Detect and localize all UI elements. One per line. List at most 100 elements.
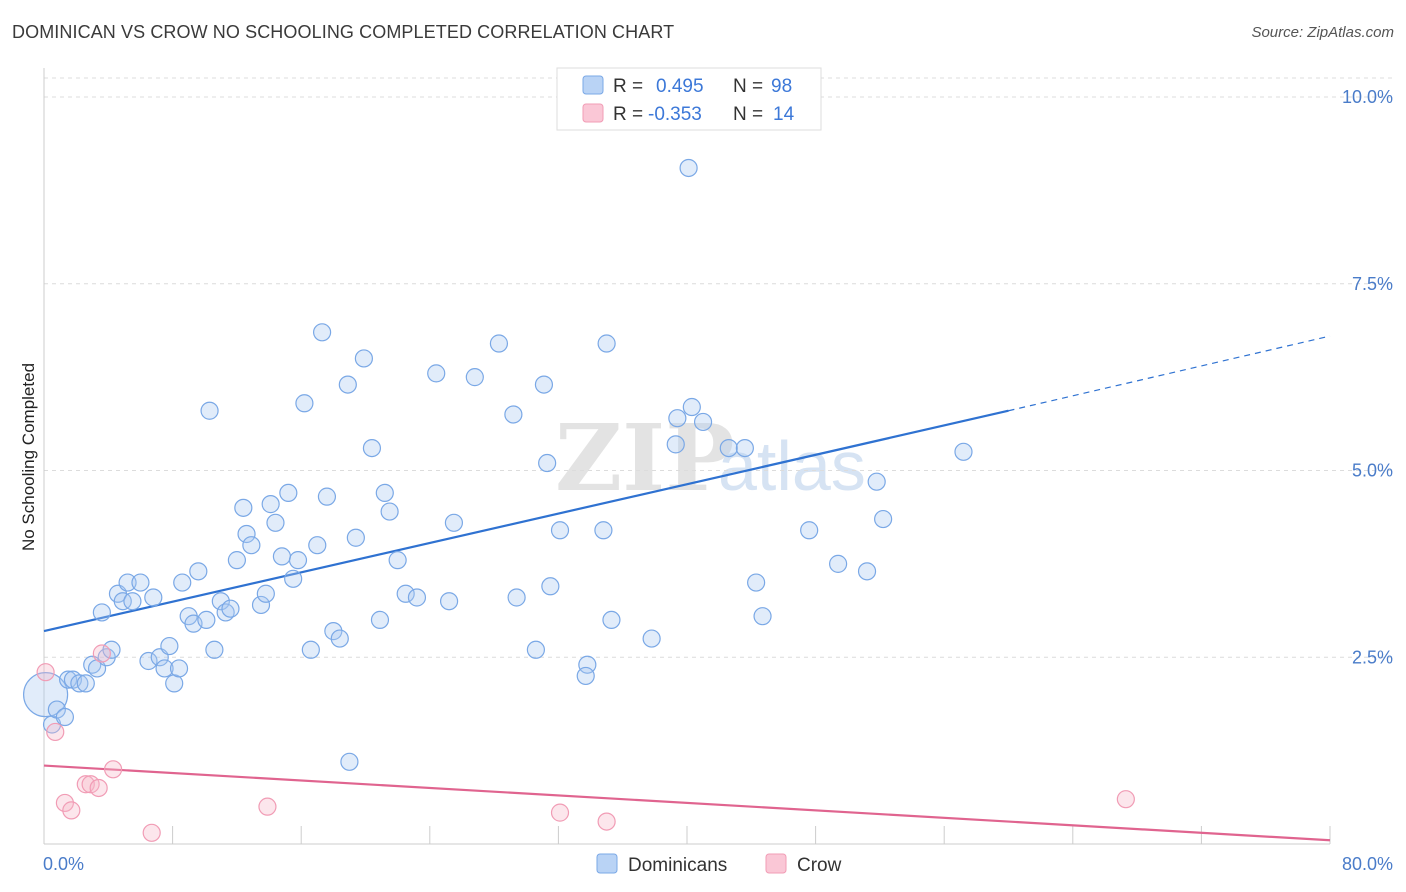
dominicans-point-84 (668, 409, 687, 428)
dominicans-point-62 (388, 551, 407, 570)
dominicans-point-16 (123, 592, 142, 611)
dominicans-point-56 (346, 528, 365, 547)
dominicans-point-4 (59, 670, 78, 689)
dominicans-point-52 (324, 622, 343, 641)
dominicans-point-55 (340, 752, 359, 771)
x-tick-label-max: 80.0% (1342, 854, 1393, 874)
dominicans-point-35 (227, 551, 246, 570)
gridlines (44, 77, 1393, 658)
dominicans-point-45 (284, 569, 303, 588)
dominicans-point-82 (642, 629, 661, 648)
dominicans-point-96 (874, 509, 893, 529)
dominicans-point-81 (602, 610, 621, 630)
dominicans-point-51 (317, 487, 337, 506)
dominicans-point-69 (489, 334, 509, 353)
y-tick-label-2: 7.5% (1352, 274, 1393, 294)
legend-n-label-2: N = (733, 104, 763, 125)
dominicans-point-18 (139, 651, 158, 671)
legend-r-value-2: -0.353 (648, 104, 702, 125)
legend-r-label-1: R = (613, 76, 643, 97)
dominicans-point-87 (693, 412, 713, 432)
source-credit: Source: ZipAtlas.com (1251, 24, 1394, 41)
dominicans-point-50 (312, 323, 332, 342)
dominicans-point-37 (237, 524, 256, 544)
dominicans-point-22 (160, 636, 179, 656)
dominicans-point-21 (155, 659, 174, 678)
dominicans-point-65 (427, 364, 446, 383)
dominicans-point-49 (308, 536, 327, 555)
dominicans-point-10 (92, 603, 111, 622)
y-tick-labels: 2.5% 5.0% 7.5% 10.0% (1342, 87, 1393, 667)
dominicans-point-93 (829, 554, 848, 573)
legend-n-value-2: 14 (773, 104, 795, 125)
axes (43, 68, 1331, 845)
legend-bottom-label-dominicans: Dominicans (628, 855, 727, 876)
dominicans-point-14 (113, 592, 132, 611)
dominicans-point-89 (735, 438, 754, 458)
dominicans-point-32 (211, 592, 230, 611)
dominicans-point-30 (200, 401, 219, 420)
dominicans-point-83 (666, 435, 685, 454)
dominicans-point-34 (221, 599, 240, 618)
dominicans-point-57 (354, 349, 373, 368)
dominicans-trend-line (43, 409, 1009, 633)
crow-point-3 (62, 801, 81, 820)
dominicans-point-91 (753, 607, 772, 626)
legend-stats: R = 0.495 N = 98 R = -0.353 N = 14 (556, 67, 822, 131)
dominicans-point-43 (272, 547, 292, 566)
dominicans-point-76 (550, 521, 570, 540)
dominicans-point-0 (23, 671, 69, 718)
dominicans-point-85 (679, 158, 698, 178)
crow-point-2 (55, 793, 74, 813)
dominicans-point-38 (242, 536, 261, 555)
crow-point-7 (92, 644, 111, 663)
dominicans-point-39 (251, 595, 271, 615)
dominicans-point-58 (362, 438, 382, 458)
dominicans-point-74 (538, 453, 557, 473)
crow-point-0 (36, 663, 55, 682)
dominicans-point-95 (867, 472, 886, 491)
dominicans-point-19 (144, 588, 163, 607)
legend-series: Dominicans Crow (596, 853, 842, 876)
x-tick-label-min: 0.0% (43, 854, 84, 874)
legend-r-label-2: R = (613, 104, 643, 125)
legend-bottom-swatch-dominicans (596, 853, 618, 874)
crow-point-9 (142, 823, 161, 842)
legend-swatch-dominicans (582, 75, 604, 95)
dominicans-point-24 (169, 659, 189, 678)
trend-lines (43, 335, 1331, 842)
crow-point-10 (258, 797, 277, 816)
dominicans-point-71 (507, 588, 526, 607)
crow-point-12 (597, 812, 616, 831)
dominicans-trend-extension (1008, 335, 1331, 412)
dominicans-point-6 (70, 674, 89, 693)
y-tick-label-3: 10.0% (1342, 87, 1393, 107)
dominicans-point-42 (266, 513, 285, 532)
dominicans-point-36 (234, 498, 253, 517)
legend-n-label-1: N = (733, 76, 763, 97)
dominicans-point-47 (295, 394, 314, 413)
legend-bottom-label-crow: Crow (797, 855, 842, 876)
dominicans-point-73 (534, 375, 554, 394)
dominicans-point-78 (576, 666, 595, 686)
dominicans-point-63 (396, 584, 415, 603)
dominicans-point-94 (857, 562, 877, 581)
y-axis-title: No Schooling Completed (19, 363, 38, 551)
dominicans-point-53 (330, 629, 349, 648)
dominicans-point-48 (301, 640, 320, 659)
dominicans-point-60 (375, 483, 394, 503)
dominicans-point-61 (380, 502, 399, 521)
dominicans-point-86 (682, 397, 701, 417)
crow-point-13 (1116, 790, 1135, 809)
dominicans-point-79 (594, 521, 613, 540)
dominicans-point-3 (55, 707, 74, 727)
dominicans-point-66 (439, 592, 459, 611)
legend-r-value-1: 0.495 (656, 76, 704, 97)
crow-point-8 (104, 760, 123, 779)
dominicans-point-92 (800, 521, 819, 540)
chart-title: DOMINICAN VS CROW NO SCHOOLING COMPLETED… (12, 22, 675, 42)
dominicans-point-90 (747, 573, 766, 592)
dominicans-point-25 (173, 573, 192, 592)
dominicans-point-67 (444, 513, 464, 532)
